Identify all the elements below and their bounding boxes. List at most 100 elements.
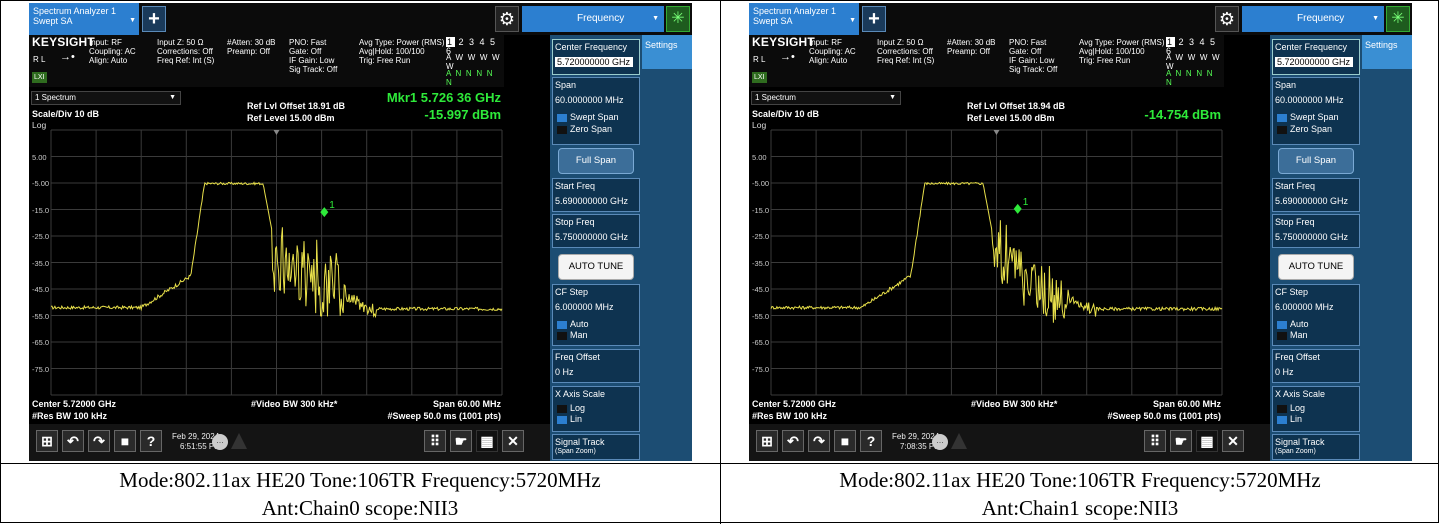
trace-selector[interactable]: 1 Spectrum ▼ — [31, 91, 181, 105]
cf-step-title: CF Step — [1275, 287, 1309, 297]
freq-offset-key[interactable]: Freq Offset 0 Hz — [552, 349, 640, 383]
help-icon[interactable]: ? — [140, 430, 162, 452]
span-key[interactable]: Span 60.0000000 MHz Swept Span Zero Span — [552, 77, 640, 145]
trace-numbers-rest: 2 3 4 5 6 — [446, 37, 497, 56]
y-tick-label: -45.0 — [752, 285, 770, 294]
stop-freq-key[interactable]: Stop Freq 5.750000000 GHz — [1272, 214, 1360, 248]
display-icon[interactable]: ⠿ — [424, 430, 446, 452]
warning-icon — [951, 433, 967, 449]
swept-span-label: Swept Span — [1290, 112, 1339, 122]
cf-step-key[interactable]: CF Step 6.000000 MHz Auto Man — [552, 284, 640, 346]
display-icon[interactable]: ⠿ — [1144, 430, 1166, 452]
start-freq-key[interactable]: Start Freq 5.690000000 GHz — [1272, 178, 1360, 212]
x-axis-log-option[interactable]: Log — [557, 404, 585, 413]
span-key[interactable]: Span 60.0000000 MHz Swept Span Zero Span — [1272, 77, 1360, 145]
trace-selector-label: 1 Spectrum — [35, 93, 76, 102]
gear-icon[interactable]: ⚙ — [495, 6, 519, 32]
top-bar: Spectrum Analyzer 1 Swept SA ▼ + ⚙ Frequ… — [29, 3, 692, 35]
center-frequency-title: Center Frequency — [1275, 42, 1348, 52]
windows-icon[interactable]: ⊞ — [36, 430, 58, 452]
x-axis-lin-option[interactable]: Lin — [1277, 415, 1302, 424]
zero-span-option[interactable]: Zero Span — [1277, 125, 1332, 134]
res-bw-label: #Res BW 100 kHz — [752, 411, 828, 421]
fullscreen-icon[interactable]: ✕ — [1222, 430, 1244, 452]
settings-tab[interactable]: Settings — [642, 35, 692, 69]
ref-level-label: Ref Level 15.00 dBm — [247, 113, 335, 123]
rl-indicator: R L — [753, 55, 766, 64]
x-axis-scale-key[interactable]: X Axis Scale Log Lin — [552, 386, 640, 432]
y-tick-label: -65.0 — [752, 338, 770, 347]
swept-span-option[interactable]: Swept Span — [557, 113, 619, 122]
frequency-menu[interactable]: Frequency ▼ — [1242, 6, 1384, 32]
full-span-button[interactable]: Full Span — [558, 148, 634, 174]
plus-icon: + — [868, 8, 880, 30]
start-freq-key[interactable]: Start Freq 5.690000000 GHz — [552, 178, 640, 212]
trace-selector[interactable]: 1 Spectrum ▼ — [751, 91, 901, 105]
signal-track-key[interactable]: Signal Track (Span Zoom) — [552, 434, 640, 460]
center-frequency-key[interactable]: Center Frequency 5.720000000 GHz — [552, 39, 640, 75]
windows-icon[interactable]: ⊞ — [756, 430, 778, 452]
caption-chain0: Mode:802.11ax HE20 Tone:106TR Frequency:… — [1, 464, 719, 523]
cf-auto-option[interactable]: Auto — [1277, 320, 1309, 329]
x-axis-log-option[interactable]: Log — [1277, 404, 1305, 413]
zero-span-option[interactable]: Zero Span — [557, 125, 612, 134]
trace-numbers-rest: 2 3 4 5 6 — [1166, 37, 1217, 56]
center-frequency-value[interactable]: 5.720000000 GHz — [1275, 57, 1353, 67]
touch-icon[interactable]: ☛ — [450, 430, 472, 452]
y-tick-label: -15.0 — [752, 205, 770, 215]
add-screen-button[interactable]: + — [862, 6, 886, 32]
center-frequency-value[interactable]: 5.720000000 GHz — [555, 57, 633, 67]
log-label: Log — [32, 120, 47, 130]
fullscreen-icon[interactable]: ✕ — [502, 430, 524, 452]
chevron-down-icon: ▼ — [889, 94, 896, 101]
multi-window-icon[interactable]: ▦ — [476, 430, 498, 452]
redo-icon[interactable]: ↷ — [808, 430, 830, 452]
settings-summary: KEYSIGHT R L →• LXI Input: RF Coupling: … — [29, 35, 504, 87]
center-freq-label: Center 5.72000 GHz — [752, 399, 837, 409]
auto-tune-button[interactable]: AUTO TUNE — [558, 254, 634, 280]
gear-icon[interactable]: ⚙ — [1215, 6, 1239, 32]
stop-freq-title: Stop Freq — [555, 217, 595, 227]
mode-tab[interactable]: Spectrum Analyzer 1 Swept SA ▼ — [29, 3, 139, 35]
zero-span-label: Zero Span — [570, 124, 613, 134]
x-axis-scale-key[interactable]: X Axis Scale Log Lin — [1272, 386, 1360, 432]
undo-icon[interactable]: ↶ — [782, 430, 804, 452]
marker-diamond-icon[interactable] — [320, 207, 329, 218]
full-span-button[interactable]: Full Span — [1278, 148, 1354, 174]
more-icon[interactable]: … — [932, 434, 948, 450]
top-bar: Spectrum Analyzer 1 Swept SA ▼ + ⚙ Frequ… — [749, 3, 1412, 35]
redo-icon[interactable]: ↷ — [88, 430, 110, 452]
file-icon[interactable]: ■ — [834, 430, 856, 452]
settings-tab[interactable]: Settings — [1362, 35, 1412, 69]
spectrum-analyzer-screen-chain1: Spectrum Analyzer 1 Swept SA ▼ + ⚙ Frequ… — [749, 3, 1412, 461]
trace-type-row: A W W W W W — [446, 53, 501, 71]
x-axis-lin-option[interactable]: Lin — [557, 415, 582, 424]
cf-step-key[interactable]: CF Step 6.000000 MHz Auto Man — [1272, 284, 1360, 346]
freq-offset-key[interactable]: Freq Offset 0 Hz — [1272, 349, 1360, 383]
y-tick-label: -35.0 — [32, 258, 50, 268]
touch-icon[interactable]: ☛ — [1170, 430, 1192, 452]
stop-freq-key[interactable]: Stop Freq 5.750000000 GHz — [552, 214, 640, 248]
more-icon[interactable]: … — [212, 434, 228, 450]
cf-man-option[interactable]: Man — [1277, 331, 1308, 340]
help-icon[interactable]: ? — [860, 430, 882, 452]
mode-tab[interactable]: Spectrum Analyzer 1 Swept SA ▼ — [749, 3, 859, 35]
auto-tune-button[interactable]: AUTO TUNE — [1278, 254, 1354, 280]
marker-diamond-icon[interactable] — [1013, 203, 1022, 214]
chevron-down-icon: ▼ — [652, 15, 659, 22]
swept-span-label: Swept Span — [570, 112, 619, 122]
multi-window-icon[interactable]: ▦ — [1196, 430, 1218, 452]
swept-span-option[interactable]: Swept Span — [1277, 113, 1339, 122]
undo-icon[interactable]: ↶ — [62, 430, 84, 452]
add-screen-button[interactable]: + — [142, 6, 166, 32]
cf-auto-option[interactable]: Auto — [557, 320, 589, 329]
spectrum-analyzer-screen-chain0: Spectrum Analyzer 1 Swept SA ▼ + ⚙ Frequ… — [29, 3, 692, 461]
option-selected-icon — [557, 320, 567, 329]
frequency-menu[interactable]: Frequency ▼ — [522, 6, 664, 32]
signal-track-key[interactable]: Signal Track (Span Zoom) — [1272, 434, 1360, 460]
file-icon[interactable]: ■ — [114, 430, 136, 452]
center-frequency-key[interactable]: Center Frequency 5.720000000 GHz — [1272, 39, 1360, 75]
cf-man-option[interactable]: Man — [557, 331, 588, 340]
trace-number-selected: 1 — [446, 37, 455, 47]
frequency-menu-panel: Center Frequency 5.720000000 GHz Span 60… — [1270, 35, 1362, 461]
